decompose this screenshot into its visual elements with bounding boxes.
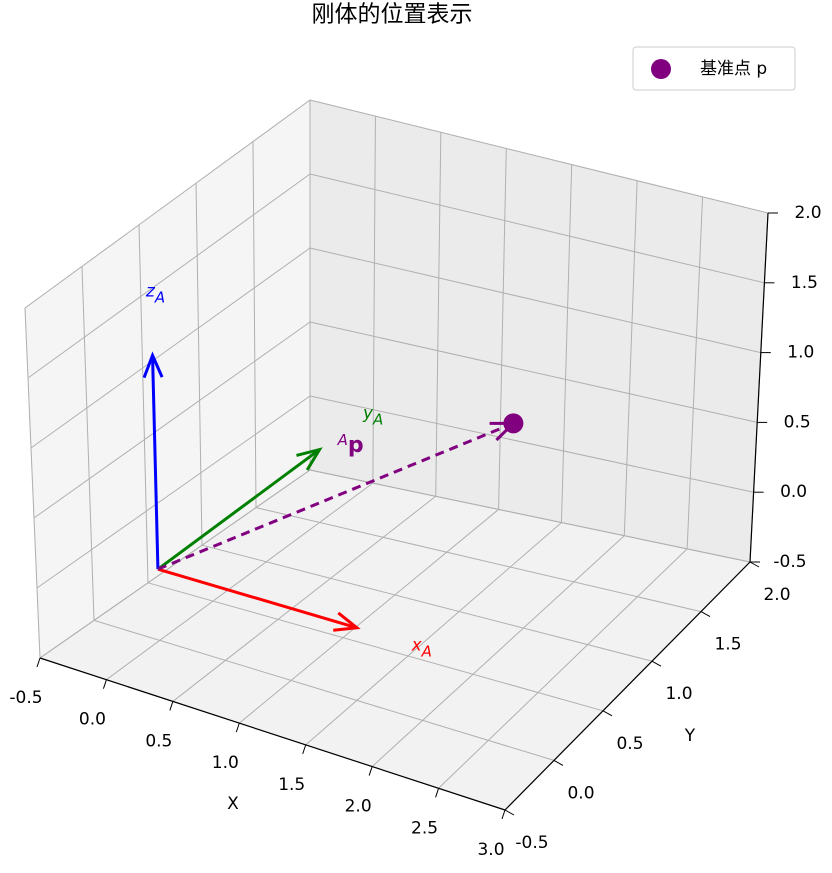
vector-label: yA bbox=[362, 404, 383, 429]
tick-mark bbox=[602, 710, 613, 717]
tick-mark bbox=[651, 660, 662, 667]
vector-label: xA bbox=[411, 635, 432, 660]
grid-line bbox=[309, 321, 758, 423]
grid-line bbox=[623, 180, 638, 536]
grid-line bbox=[438, 548, 688, 789]
tick-mark bbox=[302, 744, 307, 755]
grid-line bbox=[560, 164, 573, 523]
point bbox=[503, 413, 524, 434]
axis-arrow bbox=[151, 355, 160, 570]
tick-mark bbox=[501, 809, 506, 820]
legend-box bbox=[632, 46, 796, 91]
grid-line bbox=[309, 173, 765, 284]
axis-arrow bbox=[157, 567, 358, 630]
tick-mark bbox=[504, 809, 515, 816]
z-tick-label: 0.0 bbox=[780, 482, 807, 502]
axis-arrow bbox=[157, 448, 321, 571]
y-tick-label: 0.0 bbox=[567, 783, 594, 803]
z-tick-label: 2.0 bbox=[794, 203, 821, 223]
x-tick-label: 1.0 bbox=[212, 753, 239, 773]
axis-arrow-head bbox=[296, 447, 323, 471]
y-tick-label: -0.5 bbox=[515, 833, 548, 853]
position-label-sup: A bbox=[337, 431, 348, 449]
grid-line bbox=[93, 619, 555, 761]
tick-mark bbox=[553, 759, 564, 766]
z-tick-label: 1.5 bbox=[791, 273, 818, 293]
tick-mark bbox=[435, 788, 440, 798]
tick-mark bbox=[749, 561, 760, 568]
vector-label-sub: A bbox=[421, 642, 432, 660]
x-tick-label: 0.0 bbox=[79, 710, 106, 730]
grid-line bbox=[30, 247, 311, 449]
vector-label-main: x bbox=[411, 635, 423, 655]
position-label: Ap bbox=[337, 431, 364, 459]
grid-line bbox=[305, 522, 562, 746]
y-tick-label: 0.5 bbox=[616, 734, 643, 754]
y-axis-label: Y bbox=[684, 726, 696, 746]
grid-line bbox=[195, 183, 203, 546]
grid-line bbox=[372, 116, 376, 484]
tick-mark bbox=[169, 701, 174, 711]
y-axis-line bbox=[504, 561, 751, 811]
grid-line bbox=[309, 99, 769, 214]
x-axis-label: X bbox=[227, 794, 239, 814]
grid-line bbox=[33, 321, 311, 519]
tick-mark bbox=[368, 766, 373, 776]
grid-line bbox=[24, 99, 311, 309]
grid-line bbox=[147, 582, 604, 712]
grid-line bbox=[201, 544, 653, 662]
grid-line bbox=[81, 266, 95, 621]
axis-arrow-head bbox=[333, 611, 361, 632]
chart-title: 刚体的位置表示 bbox=[312, 2, 473, 28]
x-tick-label: 0.5 bbox=[145, 731, 172, 751]
legend-marker bbox=[651, 59, 671, 79]
legend-label: 基准点 p bbox=[700, 59, 767, 79]
grid-line bbox=[498, 148, 507, 510]
grid-line bbox=[371, 535, 625, 767]
y-tick-label: 1.0 bbox=[665, 684, 692, 704]
tick-mark bbox=[36, 657, 41, 668]
x-tick-label: 1.5 bbox=[278, 775, 305, 795]
grid-line bbox=[252, 141, 257, 508]
grid-line bbox=[39, 469, 311, 659]
grid-line bbox=[255, 507, 702, 613]
vector-label-main: y bbox=[362, 404, 374, 424]
grid-line bbox=[309, 247, 761, 354]
x-tick-label: 3.0 bbox=[477, 840, 504, 860]
grid-line bbox=[27, 173, 311, 379]
z-axis-line bbox=[749, 212, 769, 563]
vector-label-main: z bbox=[145, 281, 156, 301]
tick-mark bbox=[102, 679, 107, 689]
z-tick-label: -0.5 bbox=[773, 552, 806, 572]
grid-line bbox=[138, 224, 149, 583]
position-arrow bbox=[157, 421, 514, 571]
grid-line bbox=[686, 196, 704, 549]
vector-label-sub: A bbox=[154, 288, 165, 306]
x-tick-label: 2.5 bbox=[411, 818, 438, 838]
tick-mark bbox=[700, 611, 711, 618]
x-tick-label: 2.0 bbox=[345, 797, 372, 817]
grid-line bbox=[106, 482, 374, 681]
grid-line bbox=[36, 395, 311, 589]
axis-arrow-head bbox=[142, 351, 164, 379]
grid-line bbox=[309, 395, 754, 493]
vector-label-sub: A bbox=[372, 410, 383, 428]
position-label-main: p bbox=[348, 433, 364, 458]
y-tick-label: 1.5 bbox=[714, 635, 741, 655]
y-tick-label: 2.0 bbox=[763, 585, 790, 605]
x-axis-line bbox=[39, 657, 506, 811]
tick-mark bbox=[235, 722, 240, 733]
vector-label: zA bbox=[145, 281, 165, 306]
grid-line bbox=[435, 132, 442, 497]
z-tick-label: 1.0 bbox=[787, 343, 814, 363]
grid-line bbox=[238, 509, 499, 724]
grid-line bbox=[24, 307, 41, 659]
grid-line bbox=[309, 469, 751, 563]
grid-line bbox=[172, 495, 437, 702]
z-tick-label: 0.5 bbox=[784, 412, 811, 432]
x-tick-label: -0.5 bbox=[9, 688, 42, 708]
